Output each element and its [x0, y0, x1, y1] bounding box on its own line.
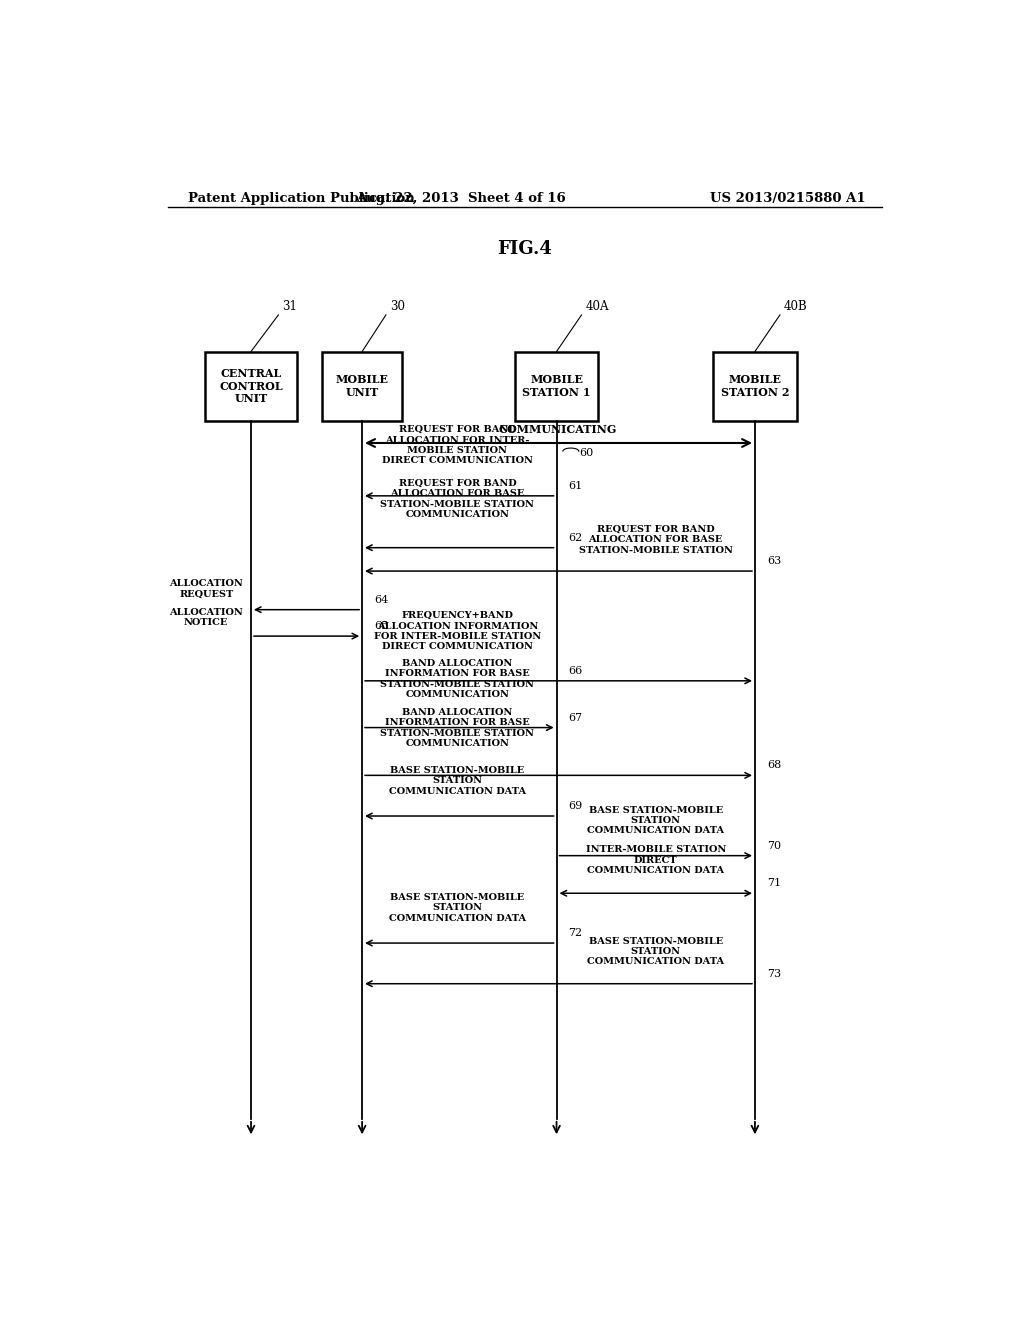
Text: INTER-MOBILE STATION
DIRECT
COMMUNICATION DATA: INTER-MOBILE STATION DIRECT COMMUNICATIO… — [586, 845, 726, 875]
Text: Aug. 22, 2013  Sheet 4 of 16: Aug. 22, 2013 Sheet 4 of 16 — [356, 191, 566, 205]
Text: 62: 62 — [568, 532, 583, 543]
Text: FIG.4: FIG.4 — [498, 240, 552, 257]
Text: 40B: 40B — [784, 300, 808, 313]
Text: 73: 73 — [767, 969, 781, 978]
Text: BAND ALLOCATION
INFORMATION FOR BASE
STATION-MOBILE STATION
COMMUNICATION: BAND ALLOCATION INFORMATION FOR BASE STA… — [380, 708, 535, 748]
Text: 69: 69 — [568, 801, 583, 810]
Text: 70: 70 — [767, 841, 781, 850]
Text: Patent Application Publication: Patent Application Publication — [187, 191, 415, 205]
Text: FREQUENCY+BAND
ALLOCATION INFORMATION
FOR INTER-MOBILE STATION
DIRECT COMMUNICAT: FREQUENCY+BAND ALLOCATION INFORMATION FO… — [374, 611, 541, 651]
Bar — [323, 351, 401, 421]
Text: COMMUNICATING: COMMUNICATING — [499, 424, 617, 434]
Text: 68: 68 — [767, 760, 781, 771]
Text: 66: 66 — [568, 665, 583, 676]
Text: 64: 64 — [374, 594, 388, 605]
Text: REQUEST FOR BAND
ALLOCATION FOR BASE
STATION-MOBILE STATION: REQUEST FOR BAND ALLOCATION FOR BASE STA… — [579, 525, 733, 554]
Text: BASE STATION-MOBILE
STATION
COMMUNICATION DATA: BASE STATION-MOBILE STATION COMMUNICATIO… — [587, 805, 724, 836]
Text: MOBILE
STATION 2: MOBILE STATION 2 — [721, 374, 790, 397]
Bar — [714, 351, 797, 421]
Text: REQUEST FOR BAND
ALLOCATION FOR INTER-
MOBILE STATION
DIRECT COMMUNICATION: REQUEST FOR BAND ALLOCATION FOR INTER- M… — [382, 425, 532, 466]
Text: 65: 65 — [374, 620, 388, 631]
Text: REQUEST FOR BAND
ALLOCATION FOR BASE
STATION-MOBILE STATION
COMMUNICATION: REQUEST FOR BAND ALLOCATION FOR BASE STA… — [380, 479, 535, 519]
Text: 40A: 40A — [586, 300, 609, 313]
Text: BASE STATION-MOBILE
STATION
COMMUNICATION DATA: BASE STATION-MOBILE STATION COMMUNICATIO… — [389, 766, 526, 796]
Text: US 2013/0215880 A1: US 2013/0215880 A1 — [711, 191, 866, 205]
Text: 72: 72 — [568, 928, 583, 939]
Bar — [515, 351, 598, 421]
Text: 30: 30 — [390, 300, 404, 313]
Text: BASE STATION-MOBILE
STATION
COMMUNICATION DATA: BASE STATION-MOBILE STATION COMMUNICATIO… — [389, 892, 526, 923]
Text: ALLOCATION
NOTICE: ALLOCATION NOTICE — [169, 607, 243, 627]
Text: 71: 71 — [767, 878, 781, 888]
Text: MOBILE
STATION 1: MOBILE STATION 1 — [522, 374, 591, 397]
Text: 60: 60 — [579, 447, 593, 458]
Text: 61: 61 — [568, 480, 583, 491]
Text: CENTRAL
CONTROL
UNIT: CENTRAL CONTROL UNIT — [219, 368, 283, 404]
Text: 31: 31 — [283, 300, 297, 313]
Text: MOBILE
UNIT: MOBILE UNIT — [336, 374, 389, 397]
Text: 67: 67 — [568, 713, 583, 722]
Text: ALLOCATION
REQUEST: ALLOCATION REQUEST — [169, 579, 243, 598]
Text: BAND ALLOCATION
INFORMATION FOR BASE
STATION-MOBILE STATION
COMMUNICATION: BAND ALLOCATION INFORMATION FOR BASE STA… — [380, 659, 535, 700]
Text: BASE STATION-MOBILE
STATION
COMMUNICATION DATA: BASE STATION-MOBILE STATION COMMUNICATIO… — [587, 937, 724, 966]
Text: 63: 63 — [767, 556, 781, 566]
Bar — [206, 351, 297, 421]
